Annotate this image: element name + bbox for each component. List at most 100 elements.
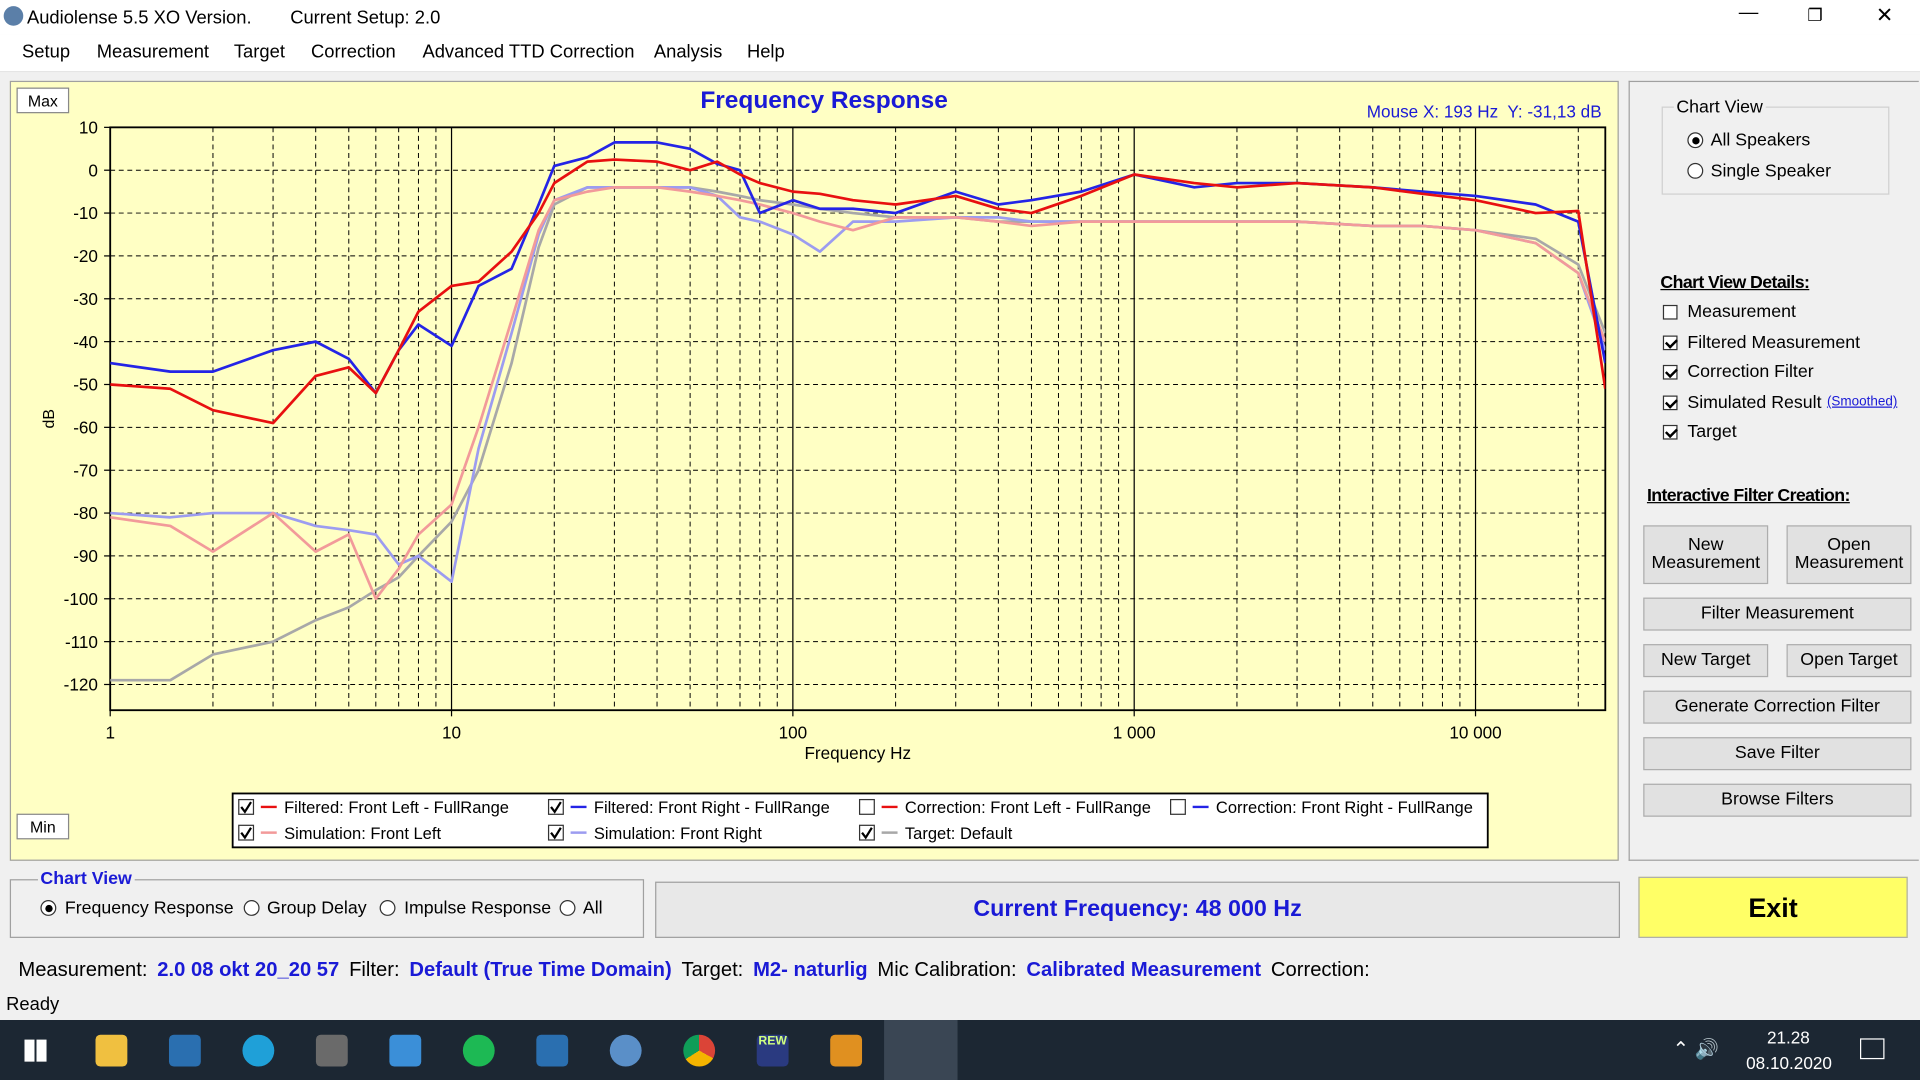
section-title: Interactive Filter Creation: [1646,486,1850,506]
x-axis-label: Frequency Hz [804,743,911,763]
menu-item[interactable]: Correction [311,41,396,63]
checkbox[interactable] [1662,304,1678,320]
ready-text: Ready [6,994,60,1016]
legend-label: Correction: Front Left - FullRange [905,798,1151,817]
radio[interactable] [1687,162,1704,179]
button[interactable]: New Measurement [1643,525,1769,585]
radio-label: All [582,898,603,919]
close[interactable]: ✕ [1875,3,1894,27]
legend-checkbox[interactable] [238,798,255,815]
legend-checkbox[interactable] [858,824,875,841]
radio[interactable] [379,900,396,916]
button[interactable]: Save Filter [1643,737,1912,771]
app-icon [3,6,24,26]
y-tick-label: -100 [64,589,98,609]
checkbox[interactable] [1662,395,1678,411]
menu-item[interactable]: Help [746,41,785,63]
taskbar-icon[interactable] [315,1034,348,1067]
radio-label: Frequency Response [64,898,234,919]
radio[interactable] [40,900,57,916]
legend-check [240,801,252,814]
radio[interactable] [243,900,260,916]
taskbar-icon[interactable] [389,1034,422,1067]
taskbar-icon[interactable] [830,1034,863,1067]
y-tick-label: -40 [73,332,98,352]
button[interactable]: Open Measurement [1786,525,1912,585]
menu-item[interactable]: Target [233,41,285,63]
x-tick-label: 10 000 [1449,722,1501,742]
status-label: Target: [681,958,744,981]
legend-checkbox[interactable] [858,798,875,815]
checkbox-label: Simulated Result [1687,393,1822,413]
taskbar-icon[interactable] [168,1034,201,1067]
legend-label: Filtered: Front Left - FullRange [284,798,509,817]
setup-label: Current Setup: 2.0 [290,7,441,29]
group-title: Chart View [37,869,135,889]
button[interactable]: Generate Correction Filter [1643,690,1912,724]
y-tick-label: -50 [73,375,98,395]
taskbar-icon[interactable] [683,1034,716,1067]
y-tick-label: -60 [73,417,98,437]
tray-icons[interactable]: ⌃ 🔊 [1672,1039,1719,1061]
series-line [110,141,1606,395]
group-title: Chart View [1673,97,1766,118]
status-bar: Measurement: 2.0 08 okt 20_20 57 Filter: D… [0,950,1920,990]
legend-label: Simulation: Front Right [594,824,762,843]
radio[interactable] [559,900,576,916]
status-value: Default (True Time Domain) [409,958,672,981]
smoothed-link[interactable]: (Smoothed) [1826,394,1898,409]
active-task[interactable] [884,1020,958,1080]
taskbar-icon[interactable]: REW [756,1034,789,1067]
checkbox[interactable] [1662,335,1678,351]
checkbox[interactable] [1662,424,1678,440]
series-line [110,158,1606,425]
taskbar-icon[interactable] [462,1034,495,1067]
menu-bar: Setup Measurement Target Correction Adva… [0,34,1920,73]
restore[interactable]: ❐ [1807,4,1823,25]
max-button[interactable] [16,87,70,114]
status-value: M2- naturlig [753,958,868,981]
exit-button[interactable]: Exit [1638,876,1908,938]
section-title: Chart View Details: [1660,273,1810,293]
taskbar-icon[interactable] [242,1034,275,1067]
menu-item[interactable]: Analysis [653,41,723,63]
status-label: Mic Calibration: [877,958,1017,981]
taskbar-icon[interactable] [95,1034,128,1067]
menu-item[interactable]: Measurement [96,41,210,63]
x-tick-label: 1 [105,722,115,742]
series-line [110,186,1606,682]
start-button[interactable] [24,1039,47,1062]
radio[interactable] [1687,132,1704,149]
taskbar-icon[interactable] [536,1034,569,1067]
checkbox-label: Filtered Measurement [1687,333,1861,353]
legend-label: Simulation: Front Left [284,824,441,843]
minimize[interactable]: — [1738,2,1759,24]
status-label: Correction: [1270,958,1370,981]
y-tick-label: -70 [73,460,98,480]
clock-time: 21.28 [1766,1027,1810,1047]
max-label: Max [28,94,58,111]
y-tick-label: -10 [73,203,98,223]
x-tick-label: 10 [442,722,461,742]
legend-checkbox[interactable] [1170,798,1186,815]
button[interactable]: Open Target [1786,644,1912,678]
y-tick-label: 10 [79,117,98,137]
button[interactable]: Filter Measurement [1643,597,1912,631]
ready-bar: Ready [0,989,1920,1020]
checkbox-label: Target [1687,422,1737,443]
chart-view-group [1661,106,1890,195]
legend-checkbox[interactable] [547,824,564,841]
min-button[interactable] [16,813,70,840]
legend-checkbox[interactable] [547,798,564,815]
x-tick-label: 100 [779,722,808,742]
legend-checkbox[interactable] [238,824,255,841]
checkbox[interactable] [1662,364,1678,380]
taskbar-icon[interactable] [609,1034,642,1067]
y-tick-label: -30 [73,289,98,309]
notifications[interactable] [1860,1038,1885,1060]
menu-item[interactable]: Advanced TTD Correction [422,41,635,63]
button[interactable]: New Target [1643,644,1769,678]
menu-item[interactable]: Setup [22,41,71,63]
button[interactable]: Browse Filters [1643,783,1912,817]
